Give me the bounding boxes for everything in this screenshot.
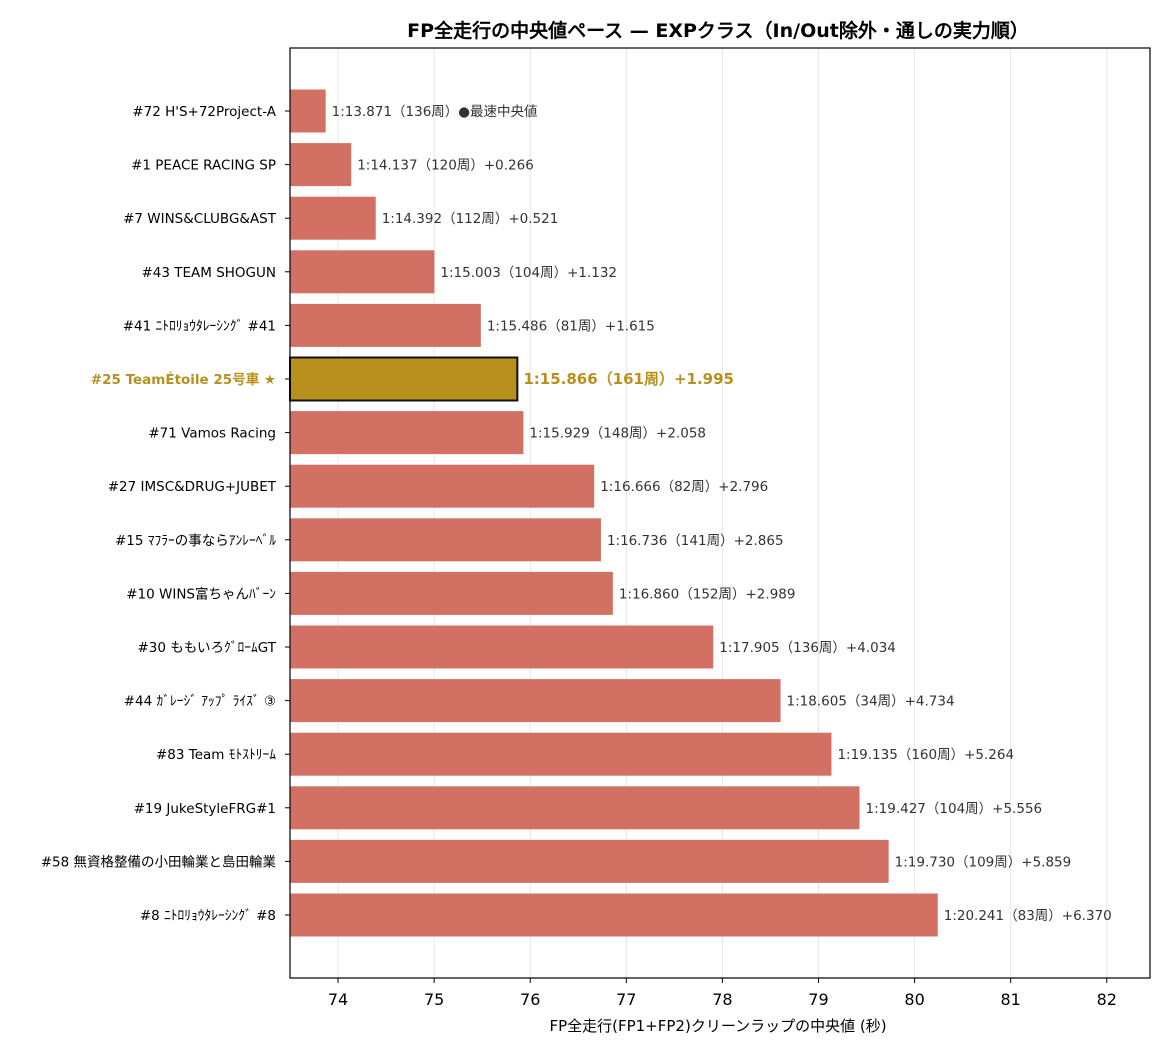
data-labels: 1:13.871（136周）●最速中央値 1:14.137（120周）+0.266… (332, 104, 1112, 924)
data-label: 1:19.427（104周）+5.556 (866, 801, 1043, 817)
y-tick-label: #71 Vamos Racing (148, 426, 276, 442)
y-tick-label: #30 ももいろｸﾞﾛｰﾑGT (138, 640, 277, 656)
bar (290, 679, 781, 723)
data-label: 1:19.730（109周）+5.859 (895, 854, 1072, 870)
bar (290, 464, 595, 508)
y-tick-label: #1 PEACE RACING SP (131, 158, 276, 174)
x-axis-ticks: 74 75 76 77 78 79 80 81 82 (328, 978, 1117, 1009)
data-label: 1:17.905（136周）+4.034 (719, 640, 896, 656)
data-label: 1:14.392（112周）+0.521 (382, 211, 559, 227)
x-tick-label: 80 (904, 990, 924, 1009)
data-label: 1:15.486（81周）+1.615 (487, 318, 655, 334)
bar (290, 89, 326, 133)
bar (290, 250, 435, 294)
x-tick-label: 77 (616, 990, 636, 1009)
data-label: 1:16.860（152周）+2.989 (619, 586, 796, 602)
data-label: 1:19.135（160周）+5.264 (837, 747, 1014, 763)
bar (290, 786, 860, 830)
y-tick-label: #44 ｶﾞﾚｰｼﾞ ｱｯﾌﾟ ﾗｲｽﾞ ③ (124, 694, 276, 710)
bar (290, 196, 376, 240)
data-label: 1:15.929（148周）+2.058 (529, 426, 706, 442)
y-tick-label: #25 TeamÉtoile 25号車 ★ (91, 371, 276, 388)
data-label: 1:15.003（104周）+1.132 (440, 265, 617, 281)
y-tick-label: #72 H'S+72Project-A (132, 104, 276, 120)
x-tick-label: 81 (1000, 990, 1020, 1009)
bar (290, 571, 613, 615)
y-tick-label: #15 ﾏﾌﾗｰの事ならｱﾝﾚｰﾍﾞﾙ (115, 533, 276, 549)
chart-title: FP全走行の中央値ペース — EXPクラス（In/Out除外・通しの実力順） (407, 19, 1029, 42)
bar (290, 732, 832, 776)
y-tick-label: #10 WINS富ちゃんﾊﾞｰﾝ (126, 585, 276, 602)
y-tick-label: #41 ﾆﾄﾛﾘｮｳﾀﾚｰｼﾝｸﾞ #41 (123, 318, 276, 334)
bar (290, 839, 889, 883)
x-tick-label: 74 (328, 990, 348, 1009)
bar (290, 625, 714, 669)
y-tick-label: #7 WINS&CLUBG&AST (123, 211, 277, 227)
bars (289, 89, 938, 937)
x-tick-label: 79 (808, 990, 828, 1009)
x-tick-label: 78 (712, 990, 732, 1009)
bar (290, 893, 938, 937)
bar (290, 143, 352, 187)
x-tick-label: 76 (520, 990, 540, 1009)
x-axis-label: FP全走行(FP1+FP2)クリーンラップの中央値 (秒) (549, 1017, 886, 1035)
data-label: 1:16.736（141周）+2.865 (607, 533, 784, 549)
y-axis-ticks: #72 H'S+72Project-A #1 PEACE RACING SP #7 … (41, 104, 290, 924)
bar (290, 518, 601, 562)
data-label: 1:14.137（120周）+0.266 (357, 158, 534, 174)
data-label: 1:16.666（82周）+2.796 (600, 479, 768, 495)
y-tick-label: #58 無資格整備の小田輪業と島田輪業 (41, 853, 277, 870)
y-tick-label: #8 ﾆﾄﾛﾘｮｳﾀﾚｰｼﾝｸﾞ #8 (140, 908, 276, 924)
grid-lines (337, 48, 1108, 978)
plot-frame (289, 47, 1151, 979)
data-label: 1:15.866（161周）+1.995 (523, 370, 734, 388)
data-label: 1:13.871（136周）●最速中央値 (332, 104, 538, 120)
data-label: 1:18.605（34周）+4.734 (787, 694, 955, 710)
y-tick-label: #43 TEAM SHOGUN (141, 265, 276, 281)
bar (290, 411, 524, 455)
x-tick-label: 75 (424, 990, 444, 1009)
bar (290, 303, 481, 347)
y-tick-label: #83 Team ﾓﾄｽﾄﾘｰﾑ (156, 747, 276, 763)
highlight-bar (289, 356, 519, 402)
y-tick-label: #27 IMSC&DRUG+JUBET (108, 479, 277, 495)
data-label: 1:20.241（83周）+6.370 (944, 908, 1112, 924)
y-tick-label: #19 JukeStyleFRG#1 (134, 801, 276, 817)
x-tick-label: 82 (1097, 990, 1117, 1009)
